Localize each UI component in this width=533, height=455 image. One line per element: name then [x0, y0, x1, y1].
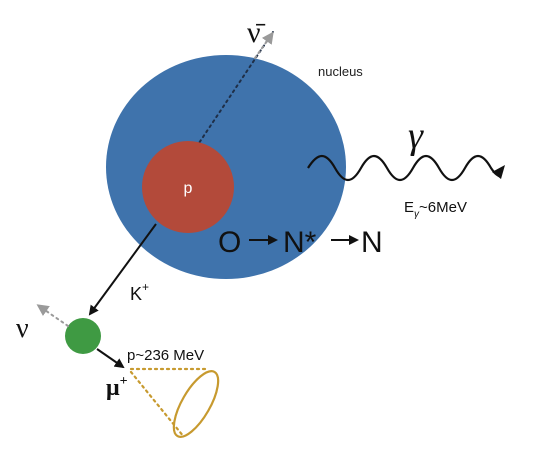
antineutrino-label: ν̄ — [247, 16, 266, 49]
gamma-energy-label: Eγ~6MeV — [404, 199, 467, 220]
reaction-excited-nitrogen: N* — [283, 226, 317, 259]
muon-momentum-label: p~236 MeV — [127, 347, 204, 364]
neutrino-track — [39, 306, 68, 326]
neutrino-label: ν — [16, 313, 29, 344]
reaction-oxygen: O — [218, 226, 241, 259]
cherenkov-cone-bottom — [131, 372, 184, 437]
muon-track — [97, 349, 123, 367]
cherenkov-ring — [165, 365, 226, 443]
kaon-shape — [65, 318, 101, 354]
muon-label: μ+ — [106, 374, 128, 401]
kaon-track — [90, 224, 156, 314]
kaon-label: K+ — [130, 280, 149, 304]
gamma-label: γ — [408, 115, 424, 157]
nucleus-label: nucleus — [318, 64, 363, 79]
proton-label: p — [184, 180, 193, 197]
gamma-arrowhead — [492, 165, 505, 179]
reaction-nitrogen: N — [361, 226, 383, 259]
